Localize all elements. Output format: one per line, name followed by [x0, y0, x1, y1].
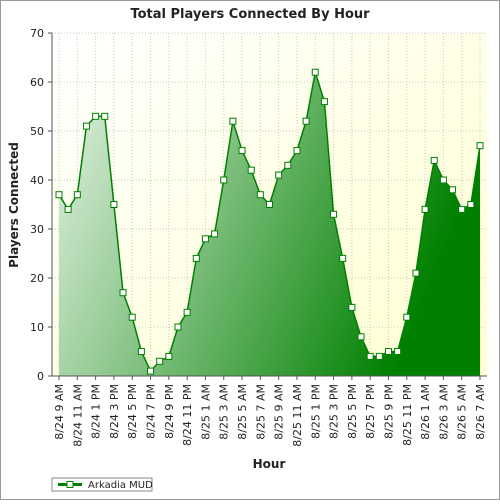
y-tick-label: 60	[30, 76, 44, 89]
point	[403, 313, 411, 321]
point	[311, 68, 319, 76]
x-tick-label: 8/24 9 PM	[163, 384, 176, 439]
x-tick-label: 8/24 1 PM	[90, 384, 103, 439]
x-tick-label: 8/26 3 AM	[437, 384, 450, 440]
point	[64, 205, 72, 213]
point	[229, 117, 237, 125]
point	[366, 352, 374, 360]
x-tick-label: 8/25 1 PM	[309, 384, 322, 439]
y-tick-label: 70	[30, 27, 44, 40]
y-tick-label: 40	[30, 174, 44, 187]
point	[192, 254, 200, 262]
x-tick-label: 8/25 9 PM	[382, 384, 395, 439]
point	[293, 147, 301, 155]
point	[238, 147, 246, 155]
x-tick-label: 8/25 9 AM	[273, 384, 286, 440]
y-tick-label: 0	[37, 370, 44, 383]
point	[384, 348, 392, 355]
x-tick-label: 8/25 3 PM	[328, 384, 341, 439]
point	[320, 98, 328, 106]
point	[201, 235, 209, 243]
point	[128, 313, 136, 321]
point	[256, 191, 264, 199]
x-tick-label: 8/24 9 AM	[53, 384, 66, 440]
x-tick-label: 8/25 1 AM	[199, 384, 212, 440]
legend-marker	[66, 481, 74, 488]
x-tick-label: 8/25 5 PM	[346, 384, 359, 439]
point	[101, 112, 109, 120]
point	[348, 303, 356, 311]
x-tick-label: 8/24 3 PM	[108, 384, 121, 439]
point	[55, 191, 63, 199]
point	[302, 117, 310, 125]
point	[183, 308, 191, 316]
point	[439, 176, 447, 184]
point	[82, 122, 90, 130]
point	[284, 161, 292, 169]
point	[247, 166, 255, 174]
point	[394, 348, 402, 355]
point	[275, 171, 283, 179]
legend-label: Arkadia MUD	[88, 480, 153, 491]
x-tick-label: 8/24 7 PM	[145, 384, 158, 439]
y-tick-label: 30	[30, 223, 44, 236]
x-tick-label: 8/25 11 AM	[291, 384, 304, 447]
point	[339, 254, 347, 262]
x-tick-label: 8/25 11 PM	[401, 384, 414, 446]
point	[449, 186, 457, 194]
point	[73, 191, 81, 199]
x-axis-title: Hour	[253, 457, 286, 471]
area	[59, 72, 480, 376]
point	[137, 348, 145, 355]
x-tick-label: 8/26 7 AM	[474, 384, 487, 440]
point	[119, 289, 127, 297]
point	[165, 352, 173, 360]
x-tick-label: 8/24 11 PM	[181, 384, 194, 446]
point	[357, 333, 365, 341]
point	[421, 205, 429, 213]
point	[92, 112, 100, 120]
point	[110, 201, 118, 208]
point	[476, 142, 484, 150]
point	[266, 201, 273, 208]
x-tick-label: 8/24 11 AM	[71, 384, 84, 447]
chart-title: Total Players Connected By Hour	[130, 7, 370, 22]
x-tick-label: 8/25 3 AM	[218, 384, 231, 440]
point	[211, 230, 219, 238]
point	[156, 357, 164, 365]
point	[330, 210, 338, 218]
x-tick-label: 8/26 1 AM	[419, 384, 432, 440]
y-tick-label: 50	[30, 125, 44, 138]
point	[375, 352, 383, 360]
x-tick-label: 8/25 5 AM	[236, 384, 249, 440]
point	[467, 201, 475, 208]
legend-box	[51, 477, 153, 492]
x-tick-label: 8/25 7 AM	[254, 384, 267, 440]
x-tick-label: 8/25 7 PM	[364, 384, 377, 439]
x-tick-label: 8/24 5 PM	[126, 384, 139, 439]
point	[458, 205, 466, 213]
point	[430, 156, 438, 164]
point	[147, 367, 155, 375]
point	[412, 269, 420, 277]
x-tick-label: 8/26 5 AM	[456, 384, 469, 440]
point	[174, 323, 182, 331]
y-axis-title: Players Connected	[7, 142, 21, 268]
y-tick-label: 10	[30, 321, 44, 334]
y-tick-label: 20	[30, 272, 44, 285]
point	[220, 176, 228, 184]
